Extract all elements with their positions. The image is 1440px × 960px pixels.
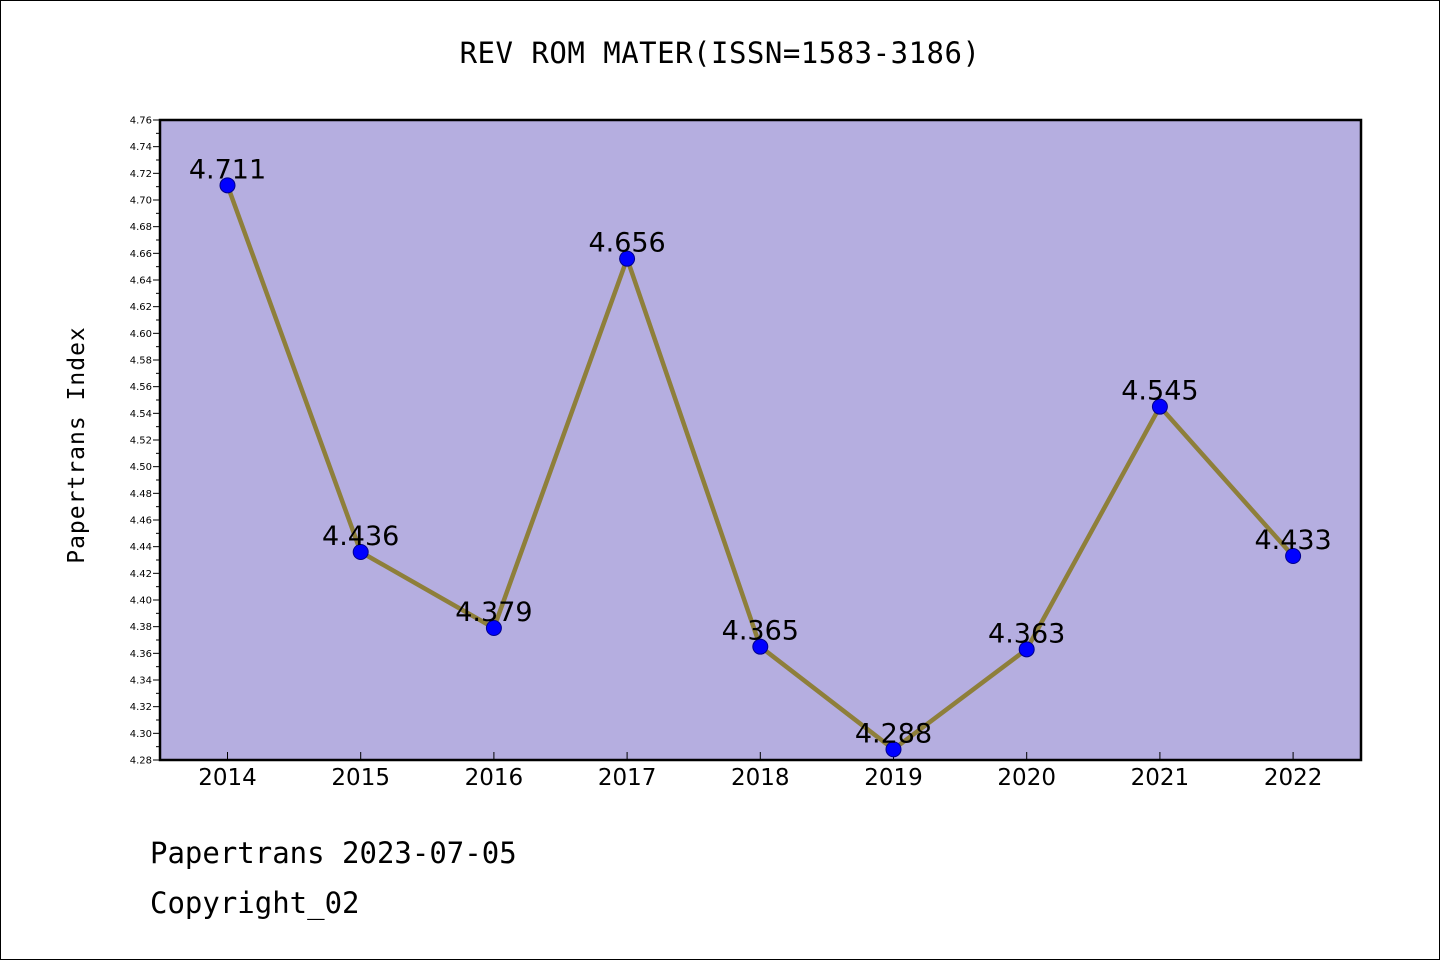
y-tick-label: 4.54	[130, 409, 152, 420]
data-label: 4.433	[1254, 525, 1331, 556]
y-tick-label: 4.56	[130, 382, 152, 393]
y-tick-label: 4.46	[130, 516, 152, 527]
data-label: 4.365	[722, 616, 799, 647]
y-tick-label: 4.44	[130, 542, 152, 553]
y-tick-label: 4.66	[130, 249, 152, 260]
y-tick-label: 4.28	[130, 756, 152, 767]
y-tick-label: 4.50	[130, 462, 152, 473]
x-tick-label: 2016	[465, 765, 524, 791]
data-label: 4.288	[855, 718, 932, 749]
y-tick-label: 4.76	[130, 116, 152, 127]
y-tick-label: 4.48	[130, 489, 152, 500]
x-tick-label: 2019	[864, 765, 923, 791]
data-label: 4.656	[588, 228, 665, 259]
x-tick-label: 2015	[331, 765, 390, 791]
footer-copyright: Copyright_02	[150, 886, 360, 920]
y-tick-label: 4.60	[130, 329, 152, 340]
y-tick-label: 4.62	[130, 302, 152, 313]
y-tick-label: 4.72	[130, 169, 152, 180]
x-tick-label: 2022	[1264, 765, 1323, 791]
y-tick-label: 4.38	[130, 622, 152, 633]
data-label: 4.545	[1121, 376, 1198, 407]
x-tick-label: 2020	[997, 765, 1056, 791]
y-tick-label: 4.58	[130, 356, 152, 367]
y-tick-label: 4.42	[130, 569, 152, 580]
footer-date: Papertrans 2023-07-05	[150, 836, 517, 870]
y-tick-label: 4.32	[130, 702, 152, 713]
x-tick-label: 2018	[731, 765, 790, 791]
data-label: 4.379	[455, 597, 532, 628]
data-label: 4.363	[988, 618, 1065, 649]
x-tick-label: 2014	[198, 765, 257, 791]
y-tick-label: 4.40	[130, 596, 152, 607]
y-axis: 4.28 4.30 4.32 4.34 4.36 4.38 4.40 4.42 4.44 4.46…	[130, 116, 160, 767]
y-tick-label: 4.68	[130, 222, 152, 233]
y-tick-label: 4.30	[130, 729, 152, 740]
y-tick-label: 4.36	[130, 649, 152, 660]
y-tick-label: 4.34	[130, 676, 152, 687]
x-tick-label: 2017	[598, 765, 657, 791]
y-tick-label: 4.52	[130, 436, 152, 447]
plot-area	[160, 120, 1361, 760]
y-tick-label: 4.64	[130, 276, 152, 287]
data-label: 4.436	[322, 521, 399, 552]
line-chart: 4.28 4.30 4.32 4.34 4.36 4.38 4.40 4.42 4.44 4.46…	[0, 0, 1440, 960]
x-tick-label: 2021	[1131, 765, 1190, 791]
data-label: 4.711	[189, 154, 266, 185]
y-tick-label: 4.74	[130, 142, 152, 153]
y-tick-label: 4.70	[130, 196, 152, 207]
